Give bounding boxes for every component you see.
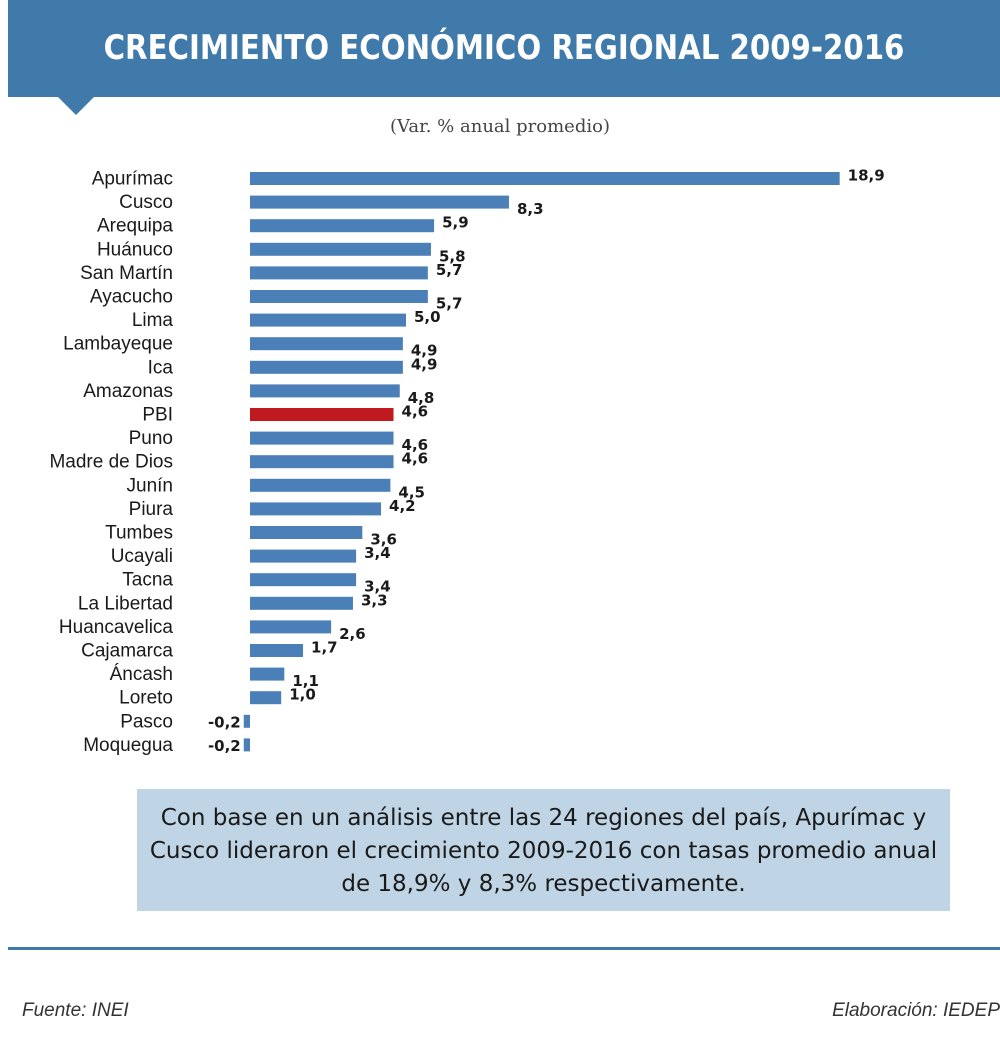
value-label-lambayeque: 4,9: [411, 342, 438, 360]
bar-la-libertad: [250, 596, 353, 610]
value-label-san-martin: 5,7: [436, 261, 463, 279]
value-label-ucayali: 3,4: [364, 544, 391, 562]
value-label-arequipa: 5,9: [442, 214, 469, 232]
bar-ayacucho: [250, 290, 428, 303]
value-label-ica: 4,9: [411, 355, 438, 373]
value-label-piura: 4,2: [389, 497, 416, 515]
category-label-huancavelica: Huancavelica: [59, 617, 173, 638]
value-label-puno: 4,6: [402, 436, 429, 454]
value-label-tumbes: 3,6: [370, 531, 397, 549]
header-banner: [8, 0, 1000, 97]
category-label-arequipa: Arequipa: [97, 216, 173, 237]
bar-piura: [250, 502, 382, 516]
footer-divider: [8, 947, 1000, 950]
bar-tumbes: [250, 526, 363, 539]
value-label-pbi: 4,6: [402, 403, 429, 421]
value-label-cajamarca: 1,7: [311, 639, 338, 657]
category-label-pbi: PBI: [142, 405, 173, 426]
category-label-loreto: Loreto: [119, 688, 173, 709]
bar-tacna: [250, 573, 357, 587]
value-label-apurimac: 18,9: [848, 167, 885, 185]
value-label-junin: 4,5: [398, 483, 425, 501]
bar-ucayali: [250, 549, 357, 563]
category-label-ancash: Áncash: [110, 664, 173, 685]
bar-lima: [250, 313, 406, 327]
bar-chart: Apurímac 18,9 Cusco 8,3 Arequipa 5,9 Huánuco 5,…: [49, 167, 885, 756]
value-label-huancavelica: 2,6: [339, 625, 366, 643]
value-label-ancash: 1,1: [292, 672, 319, 690]
category-label-la-libertad: La Libertad: [78, 593, 173, 614]
bar-arequipa: [250, 219, 435, 233]
category-label-tacna: Tacna: [122, 570, 173, 591]
header-notch: [56, 95, 96, 115]
category-label-lambayeque: Lambayeque: [63, 334, 173, 355]
bar-ancash: [250, 667, 285, 681]
value-label-amazonas: 4,8: [408, 389, 435, 407]
bar-huanuco: [250, 242, 431, 256]
bar-moquegua: [243, 738, 250, 752]
bar-lambayeque: [250, 337, 403, 351]
category-label-piura: Piura: [129, 499, 174, 520]
value-label-huanuco: 5,8: [439, 247, 466, 265]
chart-subtitle: (Var. % anual promedio): [390, 116, 610, 137]
category-label-cajamarca: Cajamarca: [81, 641, 173, 662]
value-label-moquegua: -0,2: [208, 737, 241, 755]
category-label-pasco: Pasco: [120, 711, 173, 732]
bar-san-martin: [250, 266, 428, 280]
bar-cajamarca: [250, 644, 304, 657]
value-label-cusco: 8,3: [517, 200, 544, 218]
category-label-ica: Ica: [148, 357, 174, 378]
category-label-ayacucho: Ayacucho: [90, 287, 173, 308]
bar-puno: [250, 431, 394, 445]
bar-amazonas: [250, 384, 400, 398]
category-label-ucayali: Ucayali: [111, 546, 173, 567]
bar-loreto: [250, 691, 282, 705]
value-label-madre-de-dios: 4,6: [402, 450, 429, 468]
value-label-pasco: -0,2: [208, 713, 241, 731]
bar-cusco: [250, 195, 509, 209]
credit-text: Elaboración: IEDEP: [832, 1000, 1000, 1021]
bar-madre-de-dios: [250, 455, 394, 469]
bar-pasco: [243, 714, 250, 728]
value-label-loreto: 1,0: [289, 686, 316, 704]
note-text: Con base en un análisis entre las 24 reg…: [149, 805, 938, 897]
bar-pbi: [250, 408, 394, 421]
value-label-ayacucho: 5,7: [436, 295, 463, 313]
category-label-huanuco: Huánuco: [97, 239, 173, 260]
bar-huancavelica: [250, 620, 332, 634]
bar-apurimac: [250, 172, 840, 185]
category-label-amazonas: Amazonas: [83, 381, 173, 402]
category-label-cusco: Cusco: [119, 192, 173, 213]
value-label-tacna: 3,4: [364, 578, 391, 596]
category-label-lima: Lima: [132, 310, 174, 331]
note-box: [137, 789, 950, 911]
category-label-san-martin: San Martín: [80, 263, 173, 284]
category-label-apurimac: Apurímac: [92, 169, 173, 190]
bar-junin: [250, 478, 391, 492]
value-label-lima: 5,0: [414, 308, 441, 326]
chart-title: CRECIMIENTO ECONÓMICO REGIONAL 2009-2016: [103, 28, 905, 68]
value-label-la-libertad: 3,3: [361, 591, 388, 609]
bar-ica: [250, 360, 403, 374]
category-label-madre-de-dios: Madre de Dios: [49, 452, 173, 473]
category-label-puno: Puno: [129, 428, 173, 449]
source-text: Fuente: INEI: [22, 1000, 129, 1021]
category-label-tumbes: Tumbes: [105, 523, 173, 544]
category-label-moquegua: Moquegua: [83, 735, 173, 756]
category-label-junin: Junín: [127, 475, 173, 496]
